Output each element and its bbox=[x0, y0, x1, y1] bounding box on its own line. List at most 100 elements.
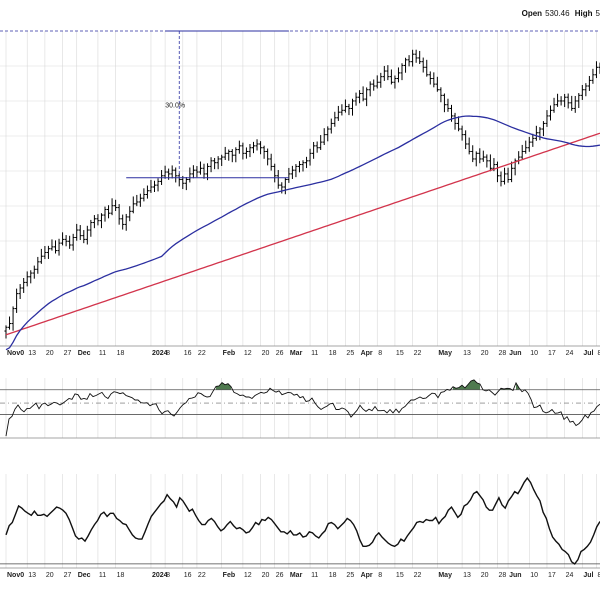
ohlc-bar bbox=[548, 105, 553, 121]
ohlc-bar bbox=[57, 238, 61, 256]
ohlc-bar bbox=[499, 171, 503, 187]
ohlc-bar bbox=[432, 72, 436, 88]
ohlc-bar bbox=[149, 179, 153, 193]
ohlc-bar bbox=[442, 93, 447, 113]
ohlc-bar bbox=[414, 49, 418, 63]
ohlc-bar bbox=[495, 161, 500, 183]
x-tick-label: 8 bbox=[378, 350, 382, 357]
ohlc-bar bbox=[354, 92, 358, 106]
ohlc-bar bbox=[106, 205, 111, 219]
ohlc-bar bbox=[474, 151, 478, 167]
x-tick-label: 8 bbox=[166, 350, 170, 357]
ohlc-bar bbox=[82, 230, 86, 244]
ohlc-bar bbox=[467, 137, 471, 155]
ohlc-bar bbox=[421, 57, 425, 73]
high-value: 5 bbox=[595, 9, 600, 18]
open-value: 530.46 bbox=[545, 9, 570, 18]
x-tick-label: 12 bbox=[244, 572, 252, 579]
x-tick-label: 22 bbox=[414, 572, 422, 579]
x-tick-label: Feb bbox=[223, 572, 235, 579]
ohlc-bar bbox=[4, 325, 8, 339]
ohlc-bar bbox=[220, 154, 224, 166]
ohlc-bar bbox=[64, 235, 68, 247]
x-tick-label: Feb bbox=[223, 350, 235, 357]
oscillator-panel bbox=[0, 379, 600, 437]
ohlc-bar bbox=[478, 148, 482, 164]
annotation-label: 30.0% bbox=[165, 102, 185, 109]
ohlc-bar bbox=[25, 271, 29, 287]
ohlc-bar bbox=[209, 157, 213, 173]
ohlc-bar bbox=[580, 84, 584, 100]
ohlc-bar bbox=[269, 153, 273, 171]
ohlc-bar bbox=[78, 225, 82, 241]
ohlc-bar bbox=[266, 148, 270, 166]
x-tick-label: 11 bbox=[99, 572, 106, 579]
annotation: 30.0% bbox=[126, 30, 289, 179]
ohlc-bar bbox=[333, 111, 337, 127]
ohlc-bar bbox=[135, 194, 139, 207]
ohlc-bar bbox=[446, 98, 450, 112]
ohlc-bar bbox=[237, 140, 241, 154]
x-tick-label: 8 bbox=[166, 572, 170, 579]
ohlc-bar bbox=[304, 156, 309, 169]
ohlc-bar bbox=[290, 165, 294, 179]
ohlc-bar bbox=[460, 125, 464, 141]
ohlc-bar bbox=[213, 157, 217, 170]
ohlc-bar bbox=[163, 165, 167, 179]
ohlc-bar bbox=[39, 248, 43, 264]
ohlc-bar bbox=[156, 178, 160, 192]
ohlc-bar bbox=[517, 151, 521, 165]
ohlc-bar bbox=[32, 265, 36, 279]
ohlc-bar bbox=[96, 214, 100, 226]
ohlc-bar bbox=[559, 96, 563, 106]
x-tick-label: 25 bbox=[346, 350, 354, 357]
ohlc-bar bbox=[223, 146, 227, 161]
ohlc-bar bbox=[241, 142, 245, 160]
ohlc-bar bbox=[50, 239, 54, 251]
x-tick-label: 18 bbox=[117, 350, 125, 357]
x-tick-label: 8 bbox=[597, 350, 600, 357]
ohlc-bar bbox=[124, 213, 128, 231]
ohlc-bar bbox=[538, 127, 542, 141]
x-tick-label: 8 bbox=[597, 572, 600, 579]
ohlc-bar bbox=[18, 284, 22, 300]
ohlc-bar bbox=[481, 150, 485, 162]
ohlc-bar bbox=[343, 99, 348, 113]
ohlc-header: Open 530.46 High 5 bbox=[519, 9, 600, 18]
x-tick-label: 20 bbox=[262, 350, 270, 357]
indicator-panel bbox=[0, 476, 600, 565]
ohlc-bar bbox=[396, 67, 401, 83]
x-tick-label: Apr bbox=[361, 572, 373, 579]
x-tick-label: Nov0 bbox=[7, 572, 24, 579]
ohlc-bar bbox=[591, 68, 595, 84]
ohlc-bar bbox=[46, 245, 51, 259]
ohlc-bar bbox=[319, 135, 323, 150]
ohlc-bar bbox=[75, 223, 79, 241]
x-tick-label: 24 bbox=[566, 572, 574, 579]
ohlc-bar bbox=[488, 154, 492, 172]
ohlc-bar bbox=[527, 136, 531, 152]
ohlc-bar bbox=[573, 96, 577, 113]
ohlc-bar bbox=[456, 116, 461, 132]
ohlc-bar bbox=[435, 76, 439, 92]
ohlc-bar bbox=[117, 204, 121, 225]
ohlc-bar bbox=[36, 256, 40, 274]
ohlc-bar bbox=[386, 65, 390, 81]
ohlc-bar bbox=[142, 188, 146, 202]
x-tick-label: Jul bbox=[583, 572, 593, 579]
price-panel[interactable] bbox=[4, 49, 600, 339]
ohlc-bar bbox=[244, 147, 249, 159]
x-tick-label: 18 bbox=[329, 572, 337, 579]
ohlc-bar bbox=[22, 277, 26, 293]
ohlc-bar bbox=[520, 144, 524, 160]
moving-averages bbox=[5, 115, 600, 351]
ohlc-bar bbox=[534, 125, 538, 141]
x-tick-label: 17 bbox=[548, 350, 556, 357]
x-tick-label: 2024 bbox=[152, 350, 168, 357]
x-tick-label: 20 bbox=[46, 350, 54, 357]
x-tick-label: 10 bbox=[530, 350, 538, 357]
ohlc-bar bbox=[43, 245, 47, 260]
x-tick-label: Apr bbox=[361, 350, 373, 357]
